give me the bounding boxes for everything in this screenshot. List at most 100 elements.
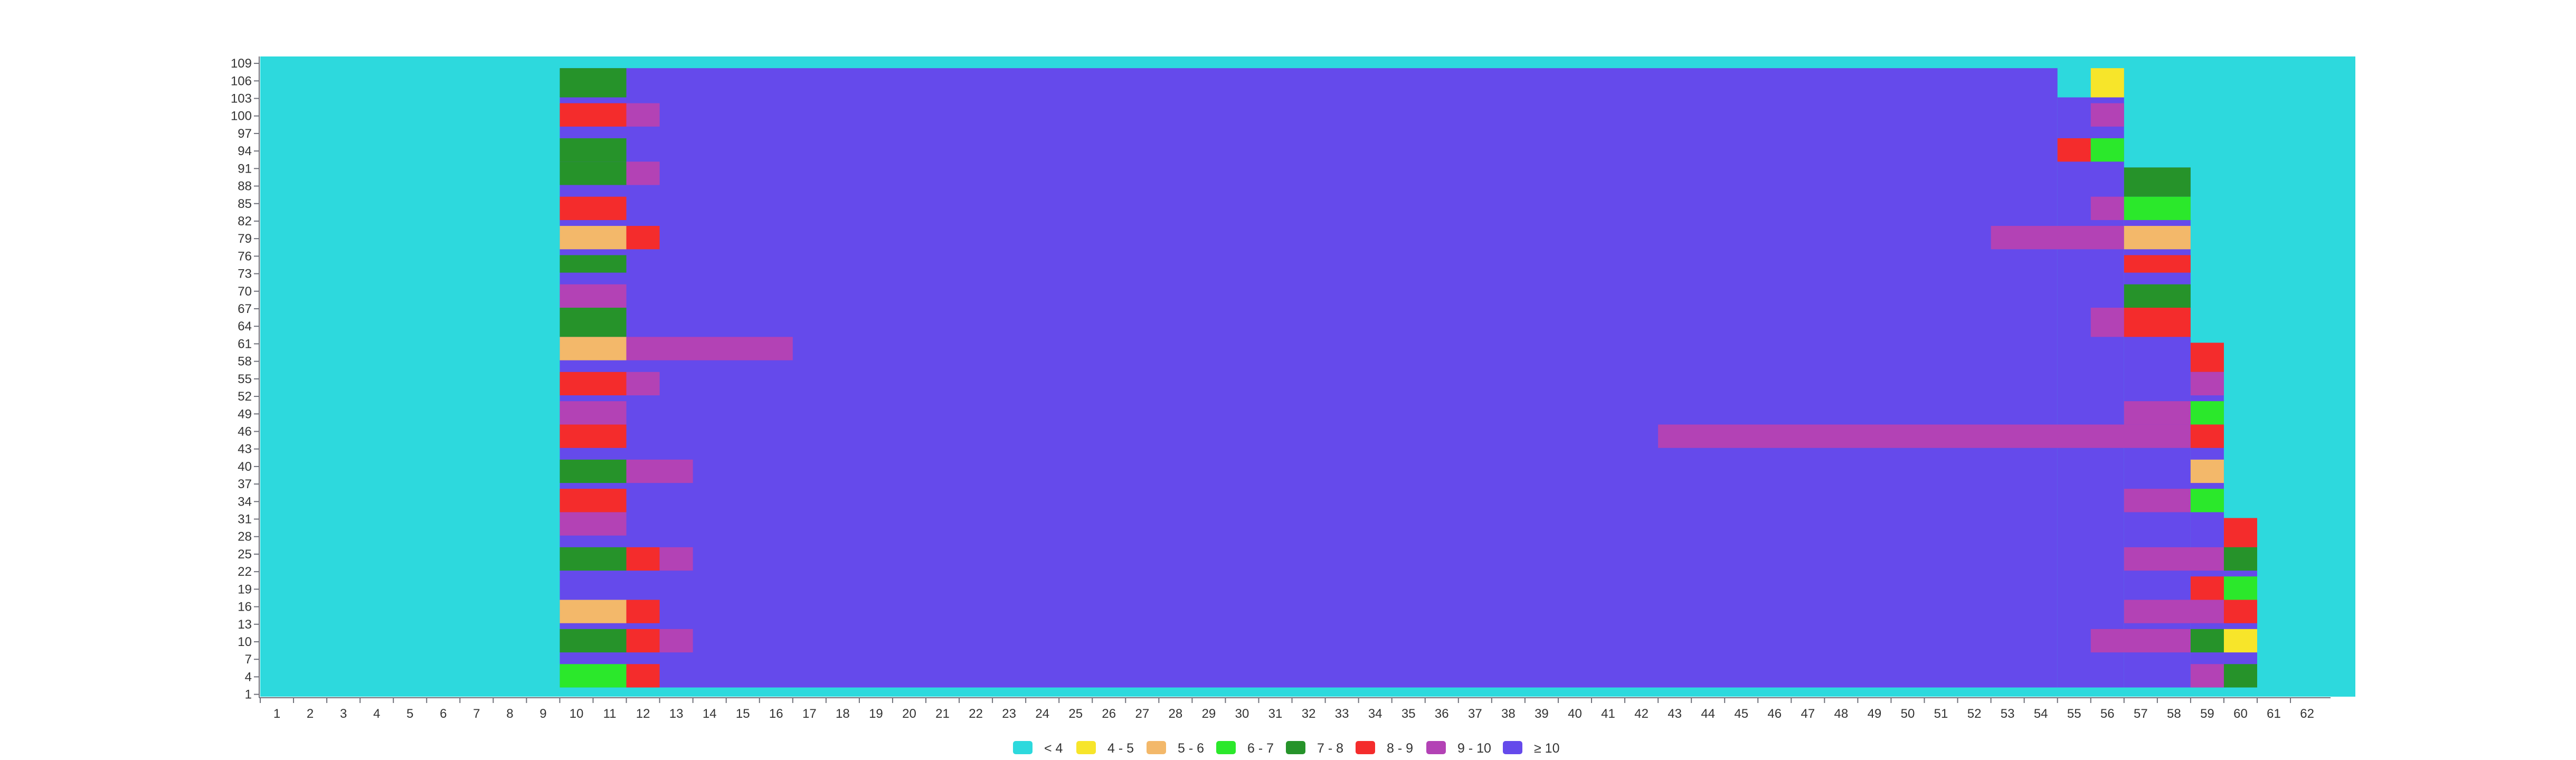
heatmap-cell[interactable] [560, 255, 627, 273]
heatmap-cell[interactable] [2124, 284, 2191, 308]
heatmap-cell[interactable] [2190, 664, 2224, 688]
legend-item[interactable]: 5 - 6 [1147, 741, 1204, 756]
heatmap-cell[interactable] [2190, 459, 2224, 483]
legend[interactable]: < 4 4 - 5 5 - 6 6 - 7 7 - 8 8 - 9 9 - 10 ≥ 10 [1013, 741, 1559, 756]
heatmap-cell[interactable] [2090, 629, 2191, 653]
heatmap-cell[interactable] [560, 103, 627, 127]
heatmap-cell[interactable] [659, 629, 693, 653]
heatmap-cell[interactable] [2223, 664, 2257, 688]
heatmap-cell[interactable] [2124, 401, 2191, 425]
y-tick-label: 46 [238, 424, 252, 439]
heatmap-cell[interactable] [626, 103, 660, 127]
heatmap-cell[interactable] [2124, 196, 2191, 220]
x-tick-label: 28 [1169, 707, 1183, 721]
legend-label: 5 - 6 [1178, 741, 1204, 756]
heatmap-cell[interactable] [560, 68, 627, 98]
heatmap-cell[interactable] [2124, 226, 2191, 250]
heatmap-cell[interactable] [560, 68, 2058, 688]
legend-item[interactable]: 8 - 9 [1356, 741, 1413, 756]
x-tick-label: 57 [2134, 707, 2148, 721]
heatmap-cell[interactable] [560, 372, 627, 396]
heatmap-cell[interactable] [2190, 489, 2224, 512]
heatmap-cell[interactable] [2124, 547, 2224, 571]
legend-item[interactable]: 7 - 8 [1286, 741, 1343, 756]
heatmap-cell[interactable] [560, 600, 627, 623]
heatmap-cell[interactable] [560, 162, 627, 185]
heatmap-cell[interactable] [560, 284, 627, 308]
heatmap-cell[interactable] [626, 162, 660, 185]
heatmap-cell[interactable] [560, 138, 627, 162]
heatmap-cell[interactable] [2090, 138, 2124, 162]
heatmap-cell[interactable] [2223, 629, 2257, 653]
heatmap-cell[interactable] [2124, 167, 2191, 197]
legend-swatch [1286, 741, 1305, 754]
x-tick-label: 34 [1368, 707, 1382, 721]
y-tick-label: 61 [238, 337, 252, 351]
heatmap-cell[interactable] [560, 547, 627, 571]
heatmap-cell[interactable] [560, 489, 627, 512]
x-tick-label: 53 [2001, 707, 2015, 721]
y-tick-label: 85 [238, 197, 252, 211]
heatmap-cell[interactable] [1991, 226, 2124, 250]
heatmap-cell[interactable] [2124, 255, 2191, 273]
heatmap-cell[interactable] [2190, 343, 2224, 372]
heatmap-cell[interactable] [560, 401, 627, 425]
heatmap-cell[interactable] [560, 512, 627, 536]
x-tick-label: 54 [2034, 707, 2048, 721]
heatmap-cell[interactable] [626, 664, 660, 688]
heatmap-cell[interactable] [2090, 196, 2124, 220]
legend-item[interactable]: < 4 [1013, 741, 1063, 756]
heatmap-cell[interactable] [2190, 401, 2224, 425]
heatmap-cell[interactable] [2090, 308, 2124, 337]
heatmap-cell[interactable] [626, 547, 660, 571]
heatmap-cell[interactable] [2190, 424, 2224, 448]
heatmap-cell[interactable] [2090, 68, 2124, 98]
x-tick-label: 2 [307, 707, 314, 721]
heatmap-cell[interactable] [2057, 97, 2124, 688]
heatmap-cell[interactable] [560, 308, 627, 337]
heatmap-cell[interactable] [2090, 103, 2124, 127]
heatmap-cell[interactable] [2124, 489, 2191, 512]
heatmap-cell[interactable] [1658, 424, 2191, 448]
legend-item[interactable]: 4 - 5 [1076, 741, 1134, 756]
heatmap-cell[interactable] [626, 337, 793, 360]
heatmap-cell[interactable] [2190, 372, 2224, 396]
heatmap-cell[interactable] [560, 459, 627, 483]
y-tick-label: 94 [238, 144, 252, 158]
heatmap-cell[interactable] [2223, 576, 2257, 600]
heatmap-cell[interactable] [560, 196, 627, 220]
heatmap-cell[interactable] [2223, 600, 2257, 623]
x-tick-label: 18 [836, 707, 850, 721]
heatmap-cell[interactable] [2124, 308, 2191, 337]
heatmap-cell[interactable] [2223, 547, 2257, 571]
heatmap-cell[interactable] [626, 459, 693, 483]
y-tick-label: 40 [238, 460, 252, 474]
heatmap-cell[interactable] [626, 226, 660, 250]
heatmap-cell[interactable] [560, 664, 627, 688]
x-tick-label: 7 [473, 707, 480, 721]
x-tick-label: 60 [2233, 707, 2248, 721]
legend-item[interactable]: 9 - 10 [1426, 741, 1491, 756]
heatmap-cell[interactable] [626, 372, 660, 396]
heatmap-cell[interactable] [2223, 518, 2257, 547]
y-tick-label: 97 [238, 127, 252, 141]
legend-item[interactable]: 6 - 7 [1216, 741, 1274, 756]
heatmap-cell[interactable] [626, 600, 660, 623]
heatmap-cell[interactable] [659, 547, 693, 571]
legend-item[interactable]: ≥ 10 [1503, 741, 1559, 756]
heatmap-cell[interactable] [560, 337, 627, 360]
heatmap-cell[interactable] [560, 629, 627, 653]
y-tick-label: 100 [231, 109, 252, 124]
x-tick-label: 15 [736, 707, 750, 721]
heatmap-cell[interactable] [2124, 600, 2224, 623]
x-tick-label: 25 [1068, 707, 1083, 721]
heatmap-cell[interactable] [626, 629, 660, 653]
heatmap-cell[interactable] [560, 424, 627, 448]
heatmap-cell[interactable] [560, 226, 627, 250]
heatmap-cell[interactable] [2190, 576, 2224, 600]
heatmap-cell[interactable] [2057, 138, 2091, 162]
heatmap-cell[interactable] [2190, 629, 2224, 653]
x-tick-label: 37 [1468, 707, 1482, 721]
y-tick-label: 25 [238, 547, 252, 562]
